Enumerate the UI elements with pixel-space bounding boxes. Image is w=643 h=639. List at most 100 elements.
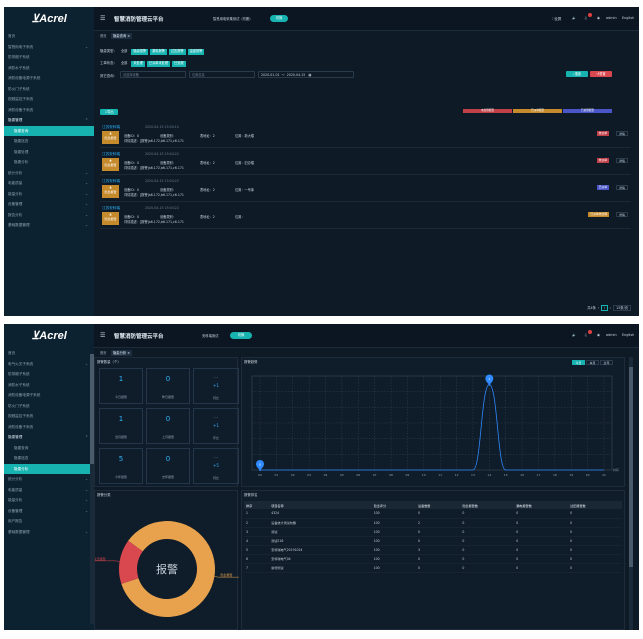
- language-switch[interactable]: English: [622, 333, 635, 337]
- sidebar-item[interactable]: 智慧用电子系统 ⌄: [4, 42, 94, 53]
- sidebar-item[interactable]: 隐患分析: [4, 157, 94, 168]
- detail-button[interactable]: 详情: [615, 158, 628, 163]
- table-row[interactable]: 7 新增测试 100 0 0 0 0: [244, 563, 622, 573]
- menu-toggle-icon[interactable]: ☰: [100, 332, 106, 339]
- filter-chip[interactable]: 已处理: [172, 61, 186, 67]
- content-scrollbar[interactable]: [629, 357, 633, 630]
- username[interactable]: admin: [606, 333, 617, 337]
- location-input[interactable]: 位置信息: [189, 71, 255, 78]
- sidebar-item[interactable]: 隐患管理 ⌃: [4, 432, 94, 443]
- card-title[interactable]: 江苏安科瑞: [102, 125, 120, 129]
- sidebar-item[interactable]: 电能质量 ⌄: [4, 178, 94, 189]
- filter-chip[interactable]: 全部: [120, 61, 128, 65]
- sidebar-item[interactable]: 电气火灾子系统 ⌄: [4, 359, 94, 370]
- bell-icon[interactable]: ♫: [584, 333, 588, 337]
- tab-hazard-query[interactable]: 隐患查询 ×: [111, 33, 132, 39]
- date-range-picker[interactable]: 2020-01-01 ～ 2020-04-15 ▦: [258, 71, 354, 78]
- filter-chip[interactable]: 未处理: [131, 61, 145, 67]
- card-title[interactable]: 江苏安科瑞: [102, 152, 120, 156]
- table-row[interactable]: 3 测试 100 0 0 0 0: [244, 527, 622, 537]
- sidebar-item[interactable]: 报告分析 ⌄: [4, 210, 94, 221]
- reset-button[interactable]: ↺重置: [590, 71, 612, 77]
- sound-icon[interactable]: 🔈: [572, 333, 577, 337]
- tab-home[interactable]: 首页: [100, 34, 107, 38]
- sidebar-item[interactable]: 统计分析 ⌄: [4, 474, 94, 485]
- donut-slice[interactable]: [121, 521, 215, 617]
- sidebar-item[interactable]: 防排烟子系统: [4, 369, 94, 380]
- tab-hazard-analysis[interactable]: 隐患分析 ×: [111, 350, 132, 356]
- sidebar-item[interactable]: 消防水子系统: [4, 380, 94, 391]
- table-row[interactable]: 5 安科瑞电气20191024 100 3 0 0 0: [244, 545, 622, 555]
- sound-icon[interactable]: 🔈: [572, 16, 577, 20]
- search-button[interactable]: ⌕搜索: [566, 71, 588, 77]
- sidebar-item[interactable]: 隐患查询: [4, 125, 94, 136]
- page-number[interactable]: 1: [601, 305, 608, 311]
- sidebar-item[interactable]: 首页: [4, 348, 94, 359]
- prev-page-button[interactable]: ‹: [598, 306, 600, 310]
- detail-button[interactable]: 详情: [615, 212, 628, 217]
- table-row[interactable]: 1 4324 100 0 0 0 0: [244, 509, 622, 519]
- next-page-button[interactable]: ›: [609, 306, 611, 310]
- detail-button[interactable]: 详情: [615, 131, 628, 136]
- table-row[interactable]: 4 测试216 100 0 0 0 0: [244, 536, 622, 546]
- scrollbar-thumb[interactable]: [629, 367, 633, 567]
- sidebar-item[interactable]: 消防水子系统: [4, 63, 94, 74]
- card-title[interactable]: 江苏安科瑞: [102, 179, 120, 183]
- export-button[interactable]: ⇩导出: [100, 109, 118, 115]
- sidebar-item[interactable]: 能量分析 ⌄: [4, 189, 94, 200]
- filter-chip[interactable]: 全部: [120, 49, 128, 53]
- sidebar-item[interactable]: 首页: [4, 31, 94, 42]
- peak-marker[interactable]: 1: [485, 374, 494, 385]
- sidebar-item[interactable]: 视频监控子系统: [4, 94, 94, 105]
- sidebar-item[interactable]: 用户报告: [4, 516, 94, 527]
- sidebar-item[interactable]: 设备管理 ⌄: [4, 199, 94, 210]
- filter-chip[interactable]: 隐患报警: [131, 49, 149, 55]
- filter-chip[interactable]: 过压报警: [168, 49, 186, 55]
- page-size-select[interactable]: 15条/页: [613, 305, 631, 311]
- scrollbar-thumb[interactable]: [90, 354, 94, 464]
- filter-chip[interactable]: 已派单未处理: [146, 61, 171, 67]
- bell-icon[interactable]: ♫: [584, 16, 588, 20]
- sidebar-item[interactable]: 基础数据管理 ⌄: [4, 220, 94, 231]
- sidebar-item[interactable]: 隐患处理: [4, 147, 94, 158]
- sidebar-item[interactable]: 能量分析 ⌄: [4, 495, 94, 506]
- filter-chip[interactable]: 温度报警: [187, 49, 205, 55]
- sidebar-item[interactable]: 隐患巡查: [4, 453, 94, 464]
- toggle-month[interactable]: 本月: [586, 360, 599, 365]
- sidebar-item[interactable]: 防排烟子系统: [4, 52, 94, 63]
- sidebar-item[interactable]: 消防设备电源子系统: [4, 73, 94, 84]
- sidebar-scrollbar[interactable]: [90, 354, 94, 624]
- sidebar-item[interactable]: 消防设备电源子系统: [4, 390, 94, 401]
- menu-toggle-icon[interactable]: ☰: [100, 15, 106, 22]
- sidebar-item[interactable]: 视频监控子系统: [4, 411, 94, 422]
- sidebar-item[interactable]: 隐患查询: [4, 443, 94, 454]
- detail-button[interactable]: 详情: [615, 185, 628, 190]
- sidebar-item[interactable]: 防火门子系统: [4, 84, 94, 95]
- device-select[interactable]: 请选择设备: [120, 71, 186, 78]
- table-row[interactable]: 2 设备统计测试勿删 100 2 0 0 0: [244, 518, 622, 528]
- start-marker[interactable]: 0: [256, 460, 264, 470]
- username[interactable]: admin: [606, 16, 617, 20]
- toggle-year[interactable]: 全年: [600, 360, 613, 365]
- table-row[interactable]: 6 安科瑞电气04 100 0 0 0 0: [244, 554, 622, 564]
- card-title[interactable]: 江苏安科瑞: [102, 206, 120, 210]
- switch-button[interactable]: 切换: [230, 332, 252, 339]
- sidebar-item[interactable]: 消防设备子系统: [4, 105, 94, 116]
- sidebar-item[interactable]: 设备管理 ⌄: [4, 506, 94, 517]
- user-icon[interactable]: ◉: [597, 333, 600, 337]
- project-select[interactable]: 安科瑞测试: [202, 334, 219, 338]
- filter-chip[interactable]: 漏电报警: [150, 49, 167, 55]
- fullscreen-button[interactable]: ⛶全屏: [552, 17, 562, 21]
- sidebar-item[interactable]: 电能质量 ⌄: [4, 485, 94, 496]
- sidebar-item[interactable]: 隐患巡查: [4, 136, 94, 147]
- toggle-today[interactable]: 今日: [572, 360, 585, 365]
- tab-home[interactable]: 首页: [100, 351, 107, 355]
- donut-slice[interactable]: [119, 540, 143, 584]
- sidebar-item[interactable]: 统计分析 ⌄: [4, 168, 94, 179]
- user-icon[interactable]: ◉: [597, 16, 600, 20]
- sidebar-item[interactable]: 隐患分析: [4, 463, 94, 474]
- sidebar-item[interactable]: 基础数据管理 ⌄: [4, 527, 94, 538]
- sidebar-item[interactable]: 消防设备子系统: [4, 422, 94, 433]
- language-switch[interactable]: English: [622, 16, 635, 20]
- sidebar-item[interactable]: 防火门子系统: [4, 401, 94, 412]
